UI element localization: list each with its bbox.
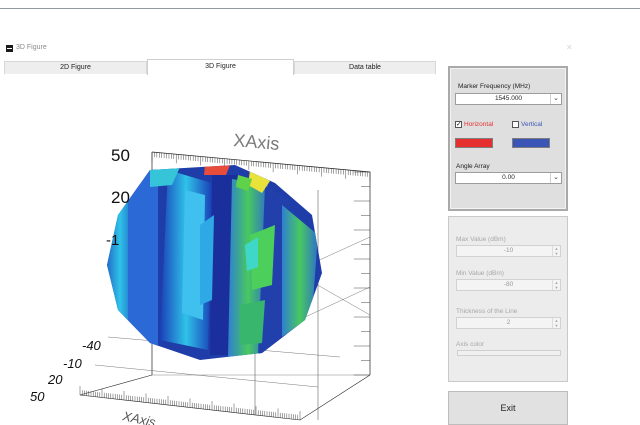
top-axis-title: XAxis: [233, 130, 281, 154]
horizontal-label: Horizontal: [464, 121, 494, 128]
3d-plot-canvas[interactable]: 50 20 -1 -40 -10 20 50 XAxis XAxis: [0, 75, 436, 425]
chevron-down-icon: ⌄: [550, 173, 561, 183]
bottom-axis-title: XAxis: [120, 408, 157, 425]
line-thickness-spinner[interactable]: 2 ▲ ▼: [456, 317, 561, 329]
tab-data-table[interactable]: Data table: [294, 61, 436, 74]
marker-settings-panel: Marker Frequency (MHz) 1545.000 ⌄ ✓ Hori…: [448, 66, 568, 211]
spinner-arrows-icon: ▲ ▼: [552, 246, 560, 256]
angle-array-value: 0.00: [502, 174, 515, 181]
min-value-label: Min Value (dBm): [456, 270, 504, 277]
bottom-tick-ruler: [79, 386, 301, 420]
marker-frequency-label: Marker Frequency (MHz): [458, 83, 531, 90]
horizontal-color-swatch[interactable]: [455, 138, 493, 148]
radiation-pattern-surface: [107, 165, 322, 360]
marker-frequency-value: 1545.000: [494, 95, 523, 102]
spinner-arrows-icon: ▲ ▼: [552, 280, 560, 290]
window-title: 3D Figure: [16, 44, 47, 51]
depth-tick-label-50: 50: [30, 389, 45, 404]
app-icon: [6, 45, 13, 52]
axis-color-label: Axis color: [456, 341, 485, 348]
vertical-checkbox[interactable]: [512, 121, 519, 128]
right-tick-ruler: [353, 171, 370, 376]
tab-2d-figure[interactable]: 2D Figure: [4, 61, 147, 74]
tab-strip: 2D Figure 3D Figure Data table: [4, 59, 436, 75]
title-bar: 3D Figure ✕: [0, 40, 640, 58]
depth-tick-label-minus10: -10: [63, 356, 83, 371]
line-thickness-value: 2: [506, 319, 511, 326]
chevron-down-icon: ⌄: [550, 94, 561, 104]
marker-frequency-dropdown[interactable]: 1545.000 ⌄: [455, 93, 562, 105]
depth-tick-label-20: 20: [47, 372, 63, 387]
figure-window: 3D Figure ✕ 2D Figure 3D Figure Data tab…: [0, 40, 640, 425]
tab-3d-figure[interactable]: 3D Figure: [147, 59, 294, 75]
z-tick-label-20: 20: [111, 188, 130, 207]
vertical-label: Vertical: [521, 121, 543, 128]
min-value-spinner[interactable]: -80 ▲ ▼: [456, 279, 561, 291]
angle-array-label: Angle Array: [456, 163, 490, 170]
min-value-value: -80: [503, 281, 514, 288]
max-value-value: -10: [503, 247, 514, 254]
line-thickness-label: Thickness of the Line: [456, 308, 518, 315]
axis-color-swatch[interactable]: [457, 350, 561, 356]
exit-button[interactable]: Exit: [448, 391, 568, 425]
max-value-label: Max Value (dBm): [456, 236, 506, 243]
angle-array-dropdown[interactable]: 0.00 ⌄: [455, 172, 562, 184]
top-border: [0, 0, 640, 9]
vertical-color-swatch[interactable]: [512, 138, 550, 148]
z-tick-label-50: 50: [111, 146, 130, 165]
horizontal-checkbox[interactable]: ✓: [455, 121, 462, 128]
spinner-arrows-icon: ▲ ▼: [552, 318, 560, 328]
top-tick-ruler: [151, 152, 371, 181]
close-icon[interactable]: ✕: [566, 43, 573, 52]
range-settings-panel: Max Value (dBm) -10 ▲ ▼ Min Value (dBm) -…: [448, 216, 568, 382]
depth-tick-label-minus40: -40: [82, 338, 102, 353]
max-value-spinner[interactable]: -10 ▲ ▼: [456, 245, 561, 257]
z-tick-label-partial: -1: [106, 232, 119, 249]
